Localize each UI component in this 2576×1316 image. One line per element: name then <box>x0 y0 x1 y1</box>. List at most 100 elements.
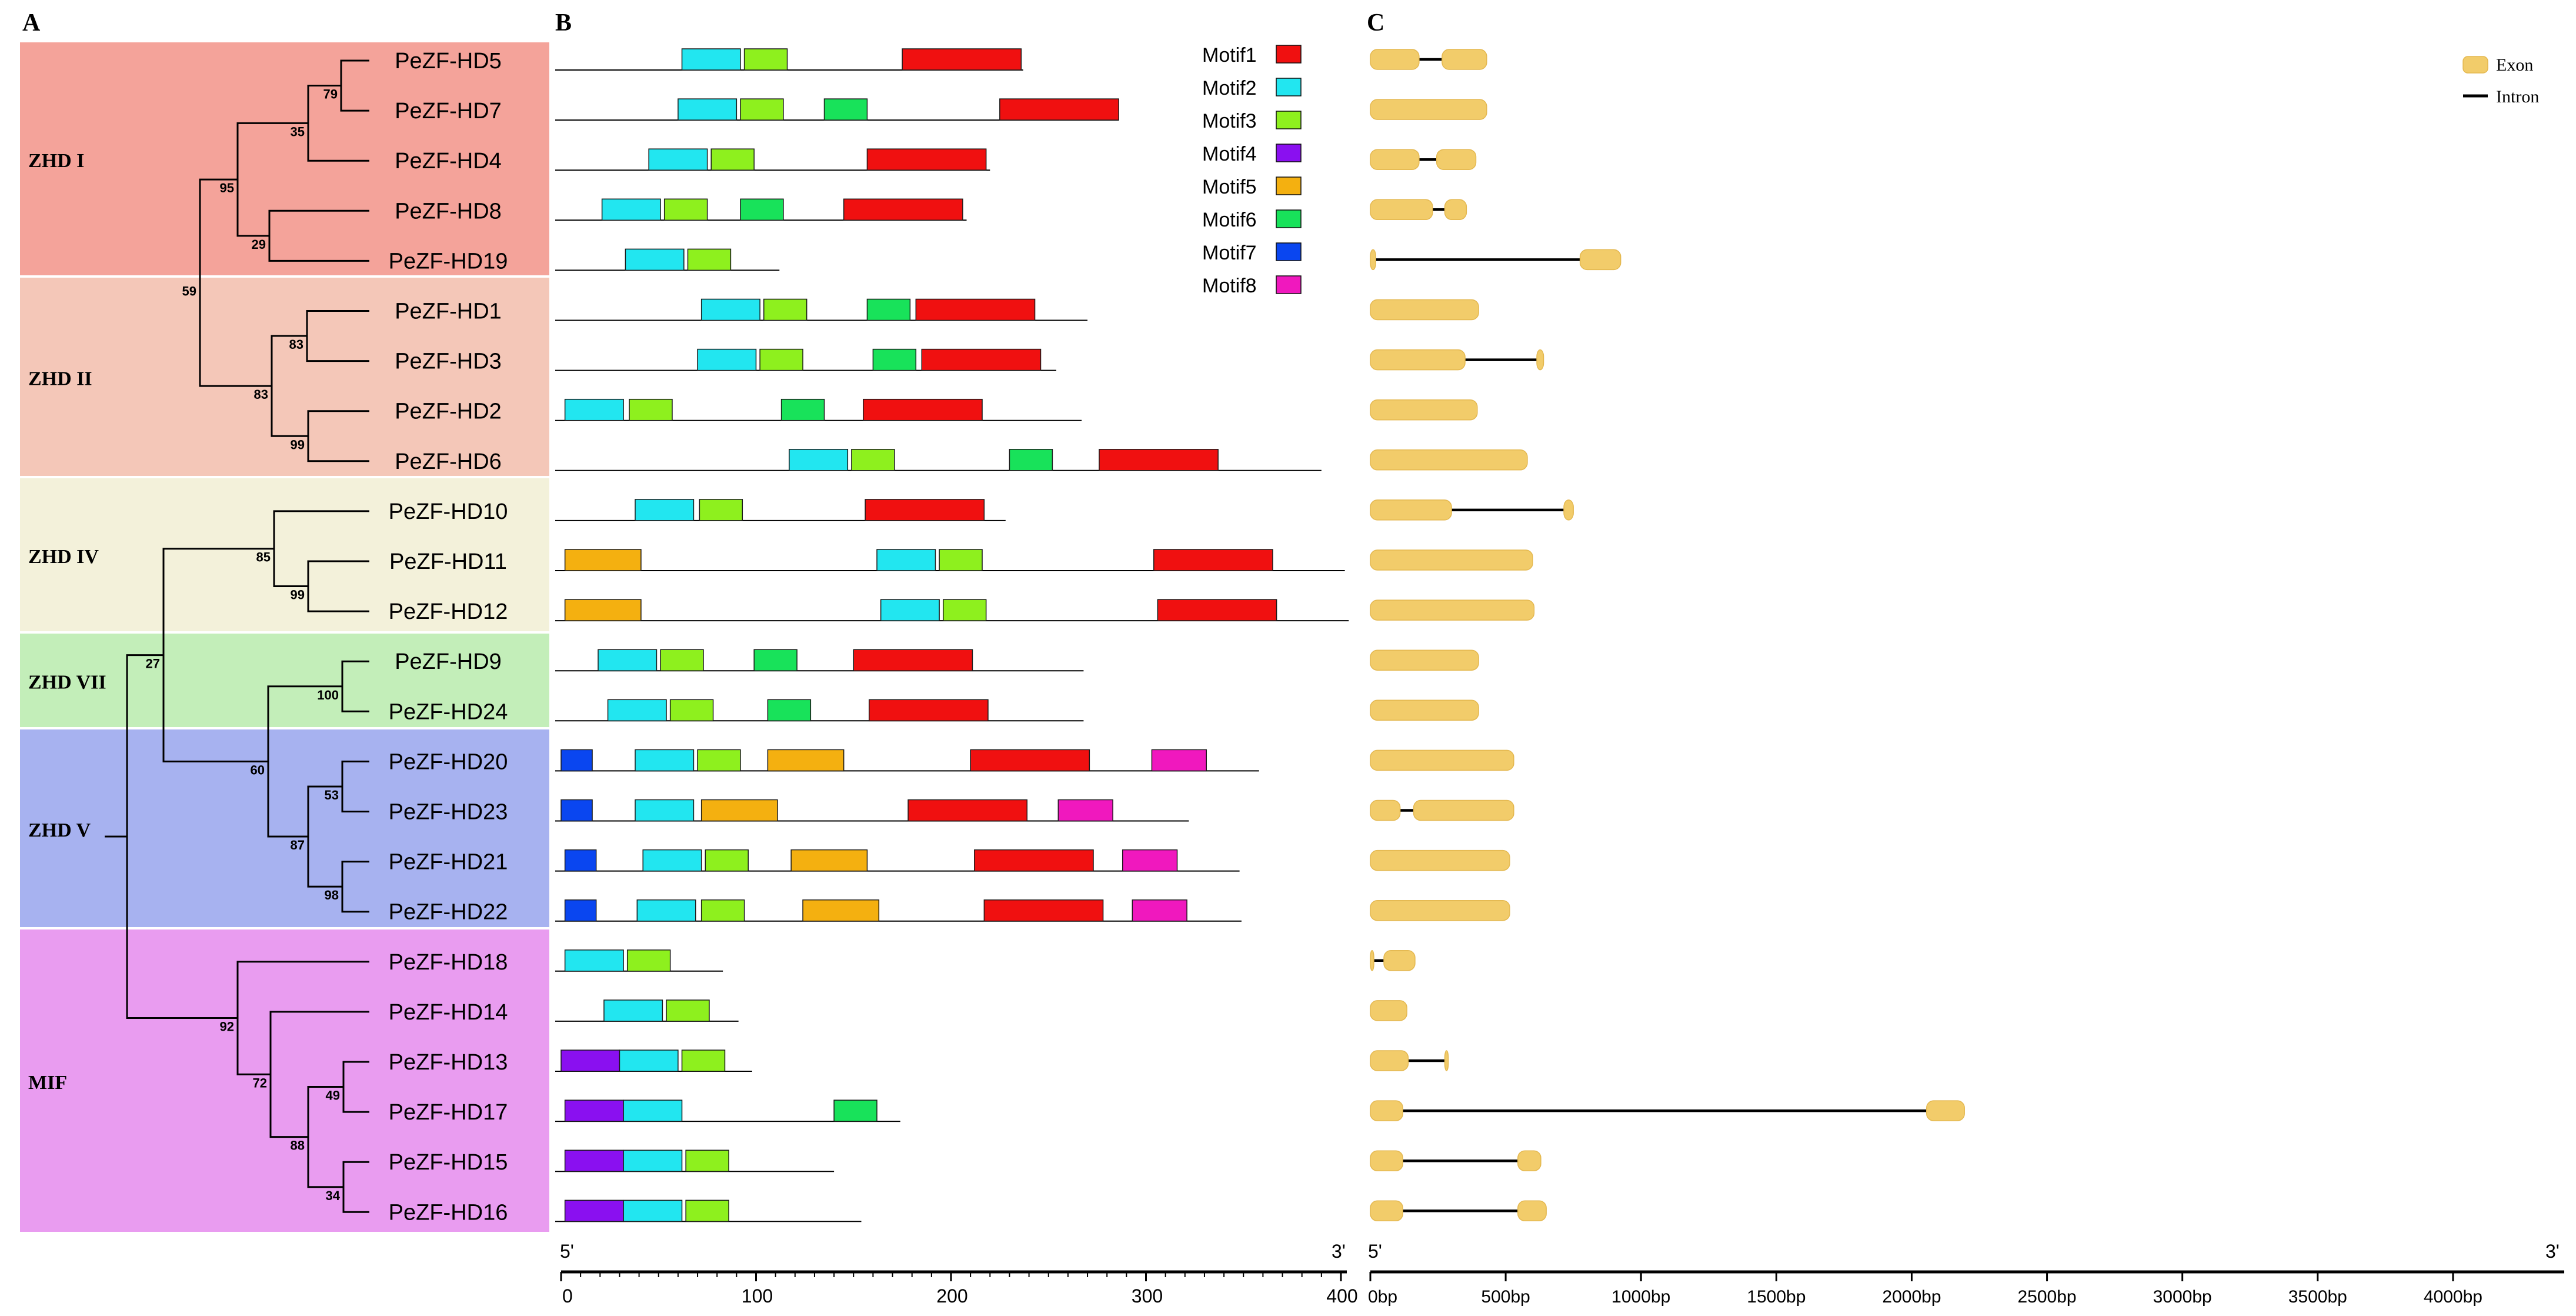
exon-box <box>1370 950 1374 971</box>
gene-axis-tick-label: 3000bp <box>2153 1287 2212 1307</box>
motif-box-motif2 <box>876 549 936 571</box>
motif-box-motif4 <box>564 1100 624 1122</box>
gene-name-label: PeZF-HD21 <box>389 850 508 875</box>
motif-box-motif2 <box>623 1200 683 1222</box>
motif-box-motif5 <box>767 749 845 772</box>
gene-name-label: PeZF-HD19 <box>389 249 508 274</box>
motif-box-motif3 <box>629 398 673 421</box>
exon-box <box>1370 549 1533 571</box>
motif-box-motif7 <box>564 899 597 922</box>
exon-legend-label: Exon <box>2496 55 2533 75</box>
motif-box-motif1 <box>1157 599 1277 621</box>
bootstrap-value: 85 <box>256 550 271 565</box>
clade-label: ZHD VII <box>28 672 106 694</box>
motif-box-motif3 <box>687 248 732 271</box>
motif-box-motif3 <box>666 1000 710 1022</box>
motif-box-motif2 <box>635 499 695 521</box>
motif-box-motif2 <box>598 649 658 671</box>
motif-box-motif2 <box>642 849 702 872</box>
motif-box-motif6 <box>1009 449 1053 471</box>
exon-box <box>1436 149 1477 170</box>
motif-box-motif1 <box>921 348 1042 371</box>
gene-axis-tick-label: 0bp <box>1368 1287 1397 1307</box>
motif-axis-end-label: 3' <box>1332 1241 1346 1262</box>
motif-box-motif7 <box>560 749 593 772</box>
motif-box-motif3 <box>759 348 803 371</box>
motif-box-motif3 <box>663 198 708 221</box>
gene-name-label: PeZF-HD2 <box>395 399 502 424</box>
bootstrap-value: 83 <box>289 337 303 352</box>
motif-box-motif1 <box>1153 549 1273 571</box>
motif-box-motif7 <box>560 799 593 822</box>
exon-box <box>1563 499 1574 521</box>
motif-box-motif3 <box>743 48 788 71</box>
motif-box-motif6 <box>740 198 784 221</box>
gene-axis-start-label: 5' <box>1368 1241 1382 1262</box>
motif-box-motif3 <box>697 749 741 772</box>
gene-name-label: PeZF-HD11 <box>389 549 507 574</box>
exon-box <box>1370 399 1478 421</box>
gene-name-label: PeZF-HD16 <box>389 1200 508 1225</box>
gene-name-label: PeZF-HD15 <box>389 1150 508 1175</box>
motif-box-motif3 <box>699 499 743 521</box>
exon-box <box>1370 499 1452 521</box>
motif-legend-label: Motif5 <box>1202 176 1257 198</box>
exon-box <box>1370 449 1528 471</box>
clade-band-2 <box>20 278 549 476</box>
clade-label: MIF <box>28 1072 67 1094</box>
exon-legend-swatch <box>2462 56 2488 74</box>
clade-band-3 <box>20 478 549 631</box>
bootstrap-value: 98 <box>325 888 339 902</box>
motif-legend-swatch <box>1276 176 1302 195</box>
motif-box-motif2 <box>601 198 661 221</box>
motif-box-motif8 <box>1122 849 1178 872</box>
exon-box <box>1370 699 1479 721</box>
clade-band-6 <box>20 929 549 1232</box>
motif-legend-label: Motif4 <box>1202 143 1257 165</box>
motif-box-motif2 <box>607 699 667 722</box>
bootstrap-value: 83 <box>254 387 268 402</box>
exon-box <box>1370 99 1487 120</box>
motif-axis-tick-label: 200 <box>936 1285 967 1307</box>
panel-label-a: A <box>22 9 41 36</box>
bootstrap-value: 29 <box>252 237 266 252</box>
exon-box <box>1413 799 1514 821</box>
gene-axis-tick-label: 4000bp <box>2424 1287 2482 1307</box>
motif-axis-tick-label: 300 <box>1132 1285 1163 1307</box>
motif-box-motif5 <box>790 849 868 872</box>
motif-box-motif2 <box>623 1100 683 1122</box>
motif-box-motif1 <box>902 48 1022 71</box>
motif-box-motif3 <box>705 849 749 872</box>
gene-name-label: PeZF-HD12 <box>389 599 508 624</box>
motif-box-motif2 <box>789 449 849 471</box>
motif-box-motif1 <box>1099 449 1219 471</box>
motif-box-motif2 <box>648 148 708 171</box>
gene-name-label: PeZF-HD4 <box>395 149 502 174</box>
intron-legend-label: Intron <box>2496 87 2539 106</box>
gene-axis-tick-label: 500bp <box>1481 1287 1530 1307</box>
motif-box-motif3 <box>685 1200 729 1222</box>
exon-box <box>1536 349 1544 371</box>
motif-box-motif6 <box>823 98 868 121</box>
motif-box-motif6 <box>833 1100 877 1122</box>
bootstrap-value: 95 <box>220 181 234 195</box>
motif-box-motif3 <box>669 699 714 722</box>
motif-box-motif2 <box>564 949 624 972</box>
gene-name-label: PeZF-HD20 <box>389 749 508 774</box>
motif-box-motif4 <box>564 1150 624 1172</box>
exon-box <box>1370 349 1466 371</box>
gene-axis-tick-label: 3500bp <box>2288 1287 2347 1307</box>
exon-box <box>1370 649 1479 671</box>
motif-box-motif2 <box>625 248 685 271</box>
motif-legend-swatch <box>1276 45 1302 64</box>
motif-box-motif3 <box>763 298 807 321</box>
motif-box-motif1 <box>863 398 983 421</box>
bootstrap-value: 87 <box>291 838 305 852</box>
clade-band-1 <box>20 42 549 275</box>
motif-box-motif2 <box>564 398 624 421</box>
motif-box-motif1 <box>915 298 1036 321</box>
exon-box <box>1517 1200 1547 1222</box>
motif-legend-label: Motif2 <box>1202 77 1257 99</box>
panel-label-b: B <box>555 9 572 36</box>
